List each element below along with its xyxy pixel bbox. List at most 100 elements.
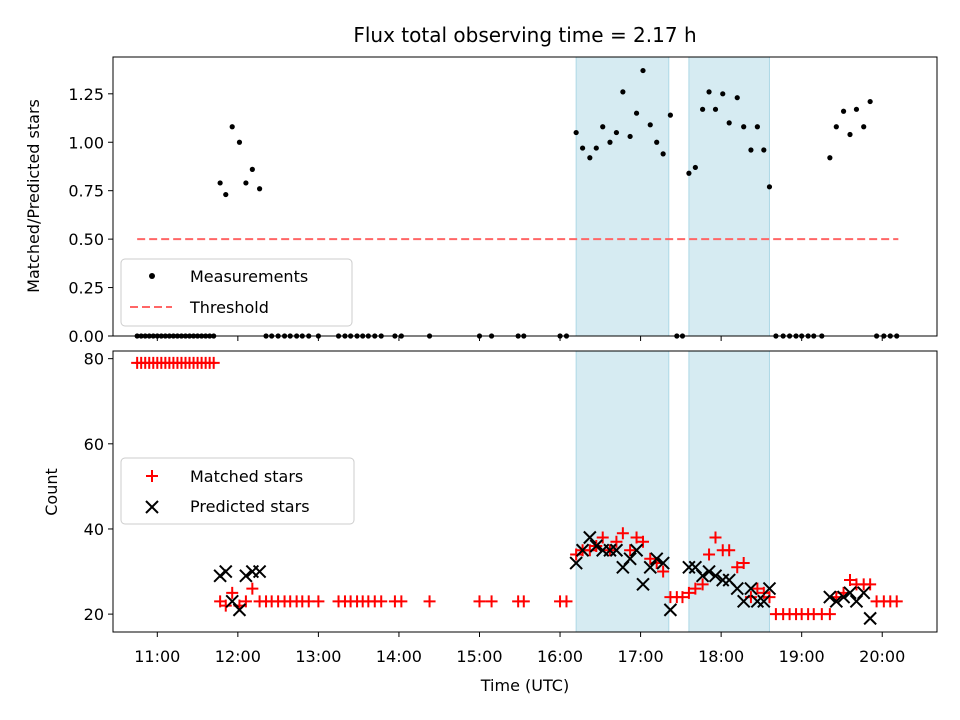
matched-star-point [823, 608, 836, 621]
predicted-star-point [603, 543, 617, 557]
top-plot-frame [112, 56, 938, 337]
predicted-star-point [252, 564, 267, 579]
legend-predicted-marker [145, 500, 159, 514]
predicted-star-point [750, 594, 765, 609]
predicted-star-point [636, 577, 650, 592]
measurement-point [607, 139, 613, 145]
legend-matched-label: Matched stars [190, 467, 303, 486]
matched-stars-points [131, 356, 903, 621]
measurement-point [853, 106, 860, 112]
measurement-point [613, 129, 620, 136]
predicted-star-point [823, 590, 837, 604]
predicted-star-point [682, 560, 696, 574]
matched-star-point [723, 544, 736, 557]
y-tick-label: 0.50 [68, 230, 104, 249]
predicted-star-point [219, 564, 233, 579]
predicted-star-point [649, 552, 664, 566]
measurement-point [229, 124, 235, 130]
measurement-point [734, 95, 740, 101]
x-tick-label: 16:00 [537, 647, 583, 666]
y-tick-label: 20 [84, 605, 104, 624]
y-tick-label: 1.25 [68, 85, 104, 104]
y-tick-label: 80 [84, 350, 104, 369]
matched-star-point [637, 535, 650, 548]
shaded-interval-0 [575, 56, 670, 337]
predicted-star-point [762, 581, 777, 596]
shaded-interval-1 [688, 56, 770, 337]
matched-star-point [517, 595, 530, 608]
top-shaded-intervals [575, 56, 770, 337]
x-axis-title: Time (UTC) [480, 676, 569, 695]
measurement-point [833, 124, 839, 130]
predicted-star-point [716, 573, 730, 587]
matched-star-point [709, 531, 722, 544]
shaded-interval-0 [575, 350, 670, 633]
predicted-star-point [744, 581, 758, 596]
legend-matched-marker [146, 470, 158, 482]
measurement-point [726, 120, 732, 126]
predicted-star-point [239, 569, 253, 583]
matched-star-point [682, 586, 695, 599]
predicted-star-point [643, 560, 657, 574]
measurement-point [223, 191, 229, 198]
top-x-axis-ticks [156, 336, 883, 341]
measurement-point [654, 139, 660, 145]
bottom-legend: Matched stars Predicted stars [120, 457, 355, 525]
bottom-x-axis-ticks: 11:00 12:00 13:00 14:00 15:00 16:00 17:00 18:00… [134, 632, 905, 666]
y-tick-label: 40 [84, 520, 104, 539]
measurement-point [256, 186, 263, 192]
y-tick-label: 1.00 [68, 133, 104, 152]
matched-star-point [226, 586, 239, 599]
measurement-point [579, 145, 586, 151]
matched-star-point [312, 595, 325, 608]
predicted-star-point [736, 594, 751, 609]
measurement-point [686, 170, 692, 176]
legend-predicted-label: Predicted stars [190, 497, 310, 516]
measurement-point [573, 129, 579, 136]
x-tick-label: 20:00 [859, 647, 905, 666]
matched-star-point [890, 595, 903, 608]
top-legend-box [120, 258, 353, 327]
measurement-point [840, 108, 847, 114]
predicted-star-point [863, 611, 877, 626]
bottom-shaded-intervals [575, 350, 770, 633]
measurement-point [600, 124, 606, 130]
y-tick-label: 0.75 [68, 182, 104, 201]
measurement-point [827, 155, 833, 161]
matched-star-point [610, 535, 623, 548]
predicted-star-point [730, 581, 744, 596]
measurement-point [217, 180, 223, 186]
matched-star-point [731, 561, 744, 574]
matched-star-point [395, 595, 408, 608]
measurement-point [741, 124, 747, 130]
matched-star-point [570, 548, 583, 561]
predicted-star-point [609, 543, 624, 557]
matched-star-point [485, 595, 498, 608]
x-tick-label: 13:00 [295, 647, 341, 666]
measurement-point [692, 164, 698, 171]
measurement-point [748, 147, 754, 153]
predicted-star-point [708, 569, 723, 583]
bottom-legend-box [120, 457, 355, 525]
measurement-point [660, 151, 666, 157]
y-tick-label: 0.00 [68, 327, 104, 346]
predicted-star-point [836, 590, 851, 604]
legend-threshold-label: Threshold [189, 298, 269, 317]
predicted-star-point [829, 594, 844, 609]
bottom-y-axis-ticks: 20 40 60 80 [84, 350, 113, 624]
y-tick-label: 0.25 [68, 279, 104, 298]
measurement-point [754, 124, 760, 130]
matched-star-point [751, 582, 764, 595]
predicted-star-point [629, 543, 644, 557]
matched-star-point [423, 595, 436, 608]
matched-star-point [657, 565, 670, 578]
predicted-star-point [589, 539, 603, 553]
measurement-point [700, 106, 706, 112]
matched-star-point [375, 595, 388, 608]
matched-star-point [844, 574, 857, 587]
predicted-star-point [623, 552, 637, 566]
matched-star-point [630, 531, 643, 544]
measurement-point [761, 147, 767, 153]
